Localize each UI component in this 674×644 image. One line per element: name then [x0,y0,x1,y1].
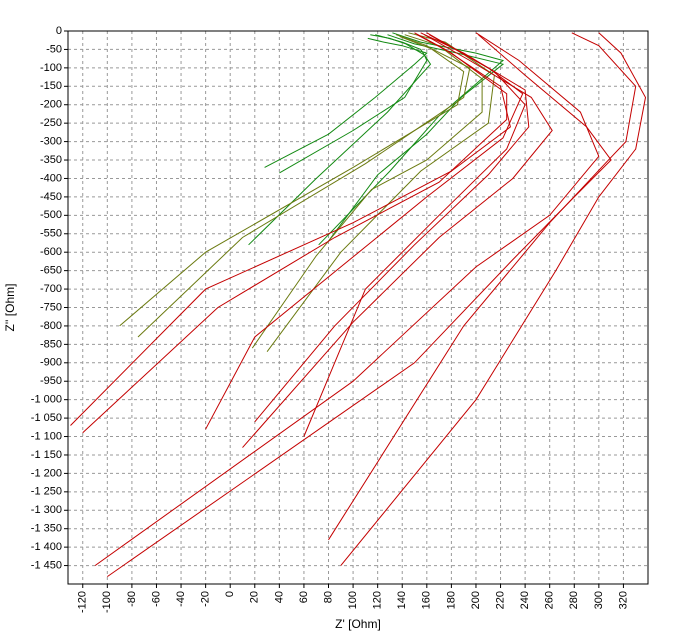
y-tick-label: -950 [40,375,62,387]
y-tick-label: -200 [40,99,62,111]
x-tick-label: 60 [298,591,310,603]
x-tick-label: 120 [372,591,384,609]
series-line-1 [264,37,428,168]
grid-lines [68,30,648,584]
x-tick-label: 20 [249,591,261,603]
series-line-12 [254,32,530,423]
y-tick-label: -350 [40,154,62,166]
x-tick-label: -20 [200,591,212,607]
y-tick-label: -300 [40,136,62,148]
x-tick-label: -100 [101,591,113,613]
x-tick-label: 40 [273,591,285,603]
x-tick-label: 300 [593,591,605,609]
y-tick-label: -1 200 [31,467,62,479]
series-line-9 [266,32,495,352]
y-tick-label: -750 [40,301,62,313]
series-line-14 [205,32,524,430]
series-line-11 [82,34,508,434]
y-axis-ticks: 0 -50 -100 -150 -200 -250 -300 -350 -400 -450 -500… [31,25,68,571]
series-line-3 [248,34,432,246]
y-tick-label: -100 [40,62,62,74]
series-line-8 [251,34,483,349]
series-line-19 [340,32,647,566]
x-tick-label: 160 [421,591,433,609]
y-tick-label: -850 [40,338,62,350]
x-tick-label: 180 [445,591,457,609]
y-tick-label: -1 000 [31,394,62,406]
x-tick-label: -120 [77,591,89,613]
x-axis-ticks: -120 -100 -80 -60 -40 -20 0 20 40 60 80 100 120 140 16… [77,584,629,613]
y-tick-label: -1 300 [31,504,62,516]
y-tick-label: -600 [40,246,62,258]
x-tick-label: 140 [396,591,408,609]
y-tick-label: -650 [40,265,62,277]
x-tick-label: 200 [470,591,482,609]
y-tick-label: -400 [40,172,62,184]
series-line-7 [137,36,471,338]
x-tick-label: -40 [175,591,187,607]
plot-series [70,32,647,578]
y-tick-label: -1 350 [31,523,62,535]
y-tick-label: -450 [40,191,62,203]
y-tick-label: -250 [40,117,62,129]
x-tick-label: 240 [519,591,531,609]
x-tick-label: 0 [224,591,236,597]
y-tick-label: -700 [40,283,62,295]
y-tick-label: -1 100 [31,430,62,442]
y-tick-label: 0 [56,25,62,37]
y-tick-label: -1 150 [31,449,62,461]
y-axis-title: Z'' [Ohm] [3,284,17,332]
series-line-6 [119,34,465,327]
series-line-10 [70,32,511,426]
x-tick-label: 280 [568,591,580,609]
x-tick-label: 220 [494,591,506,609]
y-tick-label: -800 [40,320,62,332]
x-axis-title: Z' [Ohm] [335,617,381,631]
series-line-13 [242,34,553,448]
series-line-17 [107,34,612,578]
series-line-16 [94,32,600,567]
y-tick-label: -1 250 [31,486,62,498]
y-tick-label: -900 [40,357,62,369]
y-tick-label: -50 [46,43,62,55]
x-tick-label: 100 [347,591,359,609]
y-tick-label: -550 [40,228,62,240]
y-tick-label: -150 [40,80,62,92]
x-tick-label: 80 [322,591,334,603]
y-tick-label: -1 050 [31,412,62,424]
x-tick-label: 320 [617,591,629,609]
x-tick-label: -60 [150,591,162,607]
y-tick-label: -1 450 [31,559,62,571]
series-line-5 [318,32,505,246]
series-line-18 [328,32,637,541]
y-tick-label: -500 [40,209,62,221]
x-tick-label: -80 [126,591,138,607]
series-line-15 [303,34,526,437]
x-tick-label: 260 [544,591,556,609]
y-tick-label: -1 400 [31,541,62,553]
